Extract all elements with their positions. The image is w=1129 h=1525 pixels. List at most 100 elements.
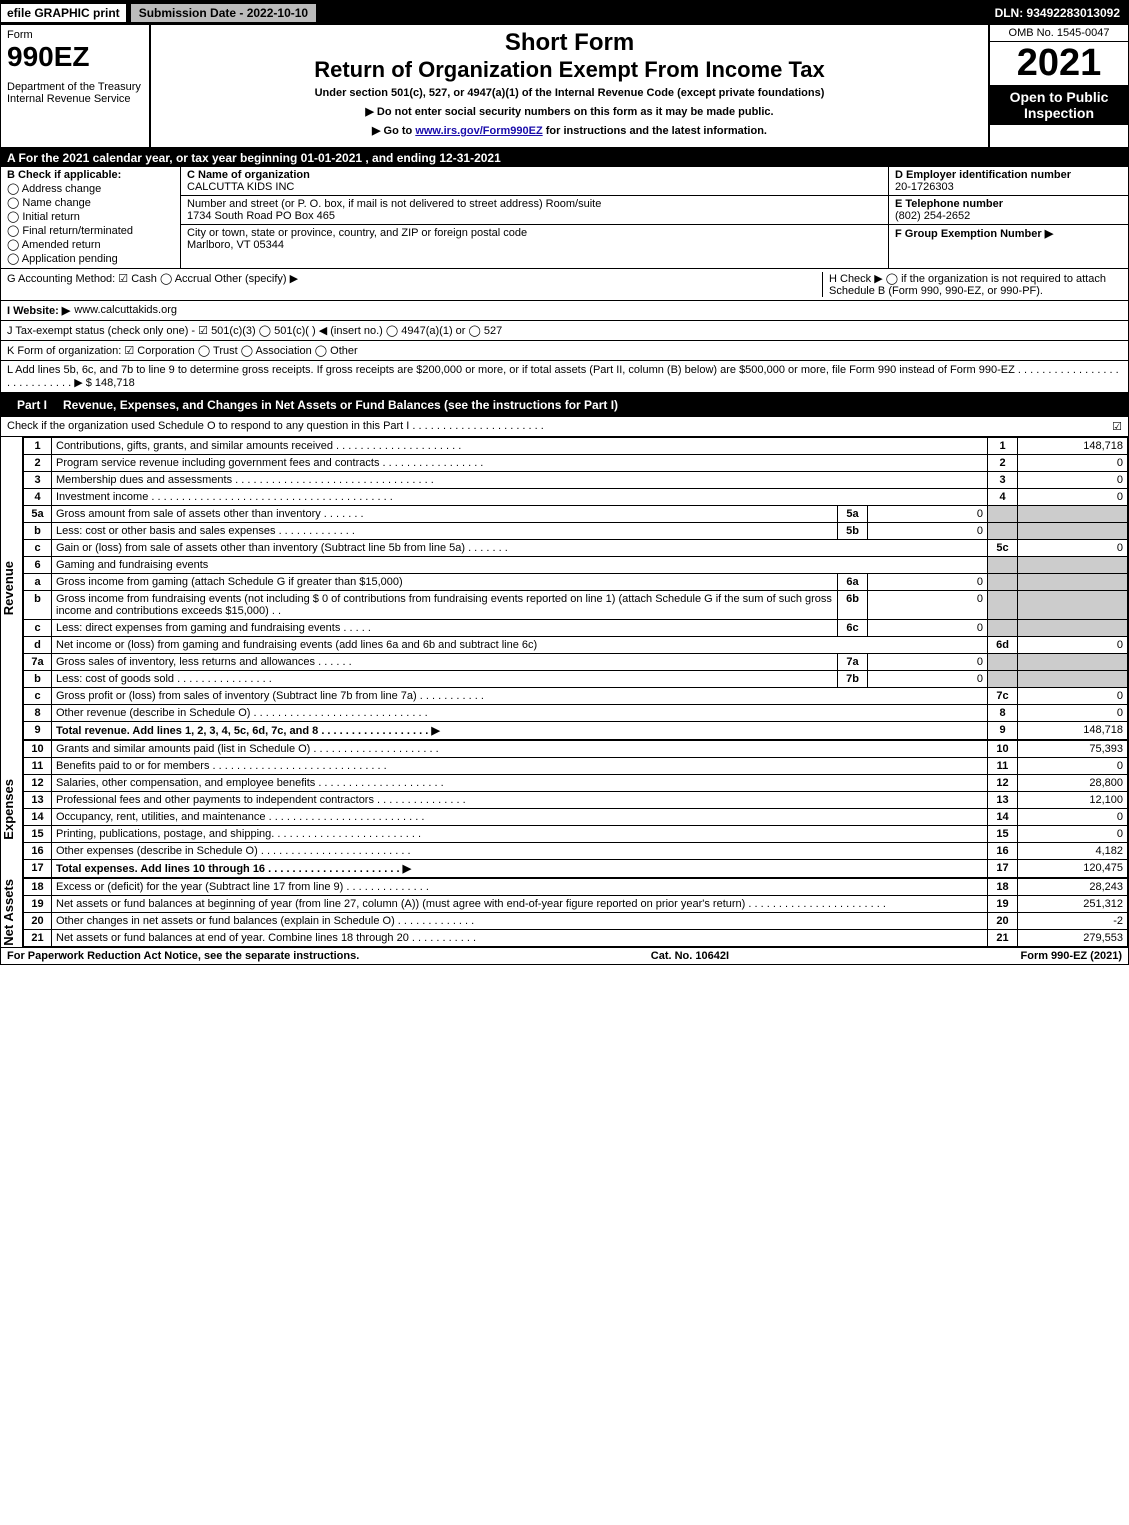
- ein: 20-1726303: [895, 181, 954, 193]
- row-a-calendar: A For the 2021 calendar year, or tax yea…: [1, 149, 1128, 167]
- line-2-desc: Program service revenue including govern…: [52, 455, 988, 472]
- tel-label: E Telephone number: [895, 198, 1003, 210]
- line-5c-val: 0: [1018, 540, 1128, 557]
- line-6c-desc: Less: direct expenses from gaming and fu…: [52, 620, 838, 637]
- chk-name-change[interactable]: ◯ Name change: [7, 196, 174, 209]
- ein-row: D Employer identification number 20-1726…: [889, 167, 1128, 196]
- line-16-desc: Other expenses (describe in Schedule O) …: [52, 843, 988, 860]
- line-5c-desc: Gain or (loss) from sale of assets other…: [52, 540, 988, 557]
- netassets-sidelabel: Net Assets: [1, 878, 23, 947]
- line-5b-val: 0: [868, 523, 988, 540]
- line-18-desc: Excess or (deficit) for the year (Subtra…: [52, 879, 988, 896]
- goto-post: for instructions and the latest informat…: [543, 125, 767, 137]
- street-label: Number and street (or P. O. box, if mail…: [187, 198, 601, 210]
- line-6d-desc: Net income or (loss) from gaming and fun…: [52, 637, 988, 654]
- goto-pre: ▶ Go to: [372, 125, 415, 137]
- part-1-header: Part I Revenue, Expenses, and Changes in…: [1, 393, 1128, 417]
- section-b-c-d: B Check if applicable: ◯ Address change …: [1, 167, 1128, 269]
- line-6b-desc: Gross income from fundraising events (no…: [52, 591, 838, 620]
- chk-address-change[interactable]: ◯ Address change: [7, 182, 174, 195]
- line-17-desc: Total expenses. Add lines 10 through 16 …: [52, 860, 988, 878]
- line-5a-val: 0: [868, 506, 988, 523]
- expenses-section: Expenses 10Grants and similar amounts pa…: [1, 740, 1128, 878]
- form-header: Form 990EZ Department of the Treasury In…: [1, 25, 1128, 149]
- line-6b-val: 0: [868, 591, 988, 620]
- row-g-h: G Accounting Method: ☑ Cash ◯ Accrual Ot…: [1, 269, 1128, 301]
- line-10-val: 75,393: [1018, 741, 1128, 758]
- telephone-row: E Telephone number (802) 254-2652: [889, 196, 1128, 225]
- line-15-desc: Printing, publications, postage, and shi…: [52, 826, 988, 843]
- line-15-val: 0: [1018, 826, 1128, 843]
- row-j: J Tax-exempt status (check only one) - ☑…: [1, 321, 1128, 341]
- form-page: efile GRAPHIC print Submission Date - 20…: [0, 0, 1129, 965]
- revenue-section: Revenue 1Contributions, gifts, grants, a…: [1, 437, 1128, 740]
- line-9-val: 148,718: [1018, 722, 1128, 740]
- ein-label: D Employer identification number: [895, 169, 1071, 181]
- city: Marlboro, VT 05344: [187, 239, 284, 251]
- page-footer: For Paperwork Reduction Act Notice, see …: [1, 947, 1128, 964]
- line-12-val: 28,800: [1018, 775, 1128, 792]
- telephone: (802) 254-2652: [895, 210, 970, 222]
- footer-left: For Paperwork Reduction Act Notice, see …: [7, 950, 359, 962]
- department: Department of the Treasury Internal Reve…: [7, 81, 143, 105]
- line-11-desc: Benefits paid to or for members . . . . …: [52, 758, 988, 775]
- line-1-val: 148,718: [1018, 438, 1128, 455]
- omb-number: OMB No. 1545-0047: [990, 25, 1128, 42]
- topbar: efile GRAPHIC print Submission Date - 20…: [1, 1, 1128, 25]
- check-o-text: Check if the organization used Schedule …: [7, 420, 544, 433]
- check-o-mark: ☑: [1112, 420, 1122, 433]
- box-d-e-f: D Employer identification number 20-1726…: [888, 167, 1128, 268]
- line-3-val: 0: [1018, 472, 1128, 489]
- box-b: B Check if applicable: ◯ Address change …: [1, 167, 181, 268]
- line-7c-val: 0: [1018, 688, 1128, 705]
- org-name: CALCUTTA KIDS INC: [187, 181, 294, 193]
- netassets-table: 18Excess or (deficit) for the year (Subt…: [23, 878, 1128, 947]
- org-name-row: C Name of organization CALCUTTA KIDS INC: [181, 167, 888, 196]
- netassets-section: Net Assets 18Excess or (deficit) for the…: [1, 878, 1128, 947]
- line-4-val: 0: [1018, 489, 1128, 506]
- line-6a-val: 0: [868, 574, 988, 591]
- part-1-check-o: Check if the organization used Schedule …: [1, 417, 1128, 437]
- line-17-val: 120,475: [1018, 860, 1128, 878]
- box-c: C Name of organization CALCUTTA KIDS INC…: [181, 167, 888, 268]
- chk-initial-return[interactable]: ◯ Initial return: [7, 210, 174, 223]
- row-l: L Add lines 5b, 6c, and 7b to line 9 to …: [1, 361, 1128, 393]
- line-6-desc: Gaming and fundraising events: [52, 557, 988, 574]
- line-14-desc: Occupancy, rent, utilities, and maintena…: [52, 809, 988, 826]
- line-9-desc: Total revenue. Add lines 1, 2, 3, 4, 5c,…: [52, 722, 988, 740]
- line-8-val: 0: [1018, 705, 1128, 722]
- street-row: Number and street (or P. O. box, if mail…: [181, 196, 888, 225]
- line-21-val: 279,553: [1018, 930, 1128, 947]
- line-7b-val: 0: [868, 671, 988, 688]
- line-4-desc: Investment income . . . . . . . . . . . …: [52, 489, 988, 506]
- city-label: City or town, state or province, country…: [187, 227, 527, 239]
- under-section: Under section 501(c), 527, or 4947(a)(1)…: [159, 87, 980, 99]
- chk-amended-return[interactable]: ◯ Amended return: [7, 238, 174, 251]
- line-20-desc: Other changes in net assets or fund bala…: [52, 913, 988, 930]
- line-16-val: 4,182: [1018, 843, 1128, 860]
- line-5b-desc: Less: cost or other basis and sales expe…: [52, 523, 838, 540]
- row-i: I Website: ▶ www.calcuttakids.org: [1, 301, 1128, 321]
- header-center: Short Form Return of Organization Exempt…: [151, 25, 988, 147]
- line-5a-desc: Gross amount from sale of assets other t…: [52, 506, 838, 523]
- footer-right: Form 990-EZ (2021): [1021, 950, 1122, 962]
- line-6c-val: 0: [868, 620, 988, 637]
- chk-final-return[interactable]: ◯ Final return/terminated: [7, 224, 174, 237]
- line-7a-desc: Gross sales of inventory, less returns a…: [52, 654, 838, 671]
- street: 1734 South Road PO Box 465: [187, 210, 335, 222]
- chk-application-pending[interactable]: ◯ Application pending: [7, 252, 174, 265]
- goto-link-line: ▶ Go to www.irs.gov/Form990EZ for instru…: [159, 124, 980, 137]
- expenses-sidelabel: Expenses: [1, 740, 23, 878]
- form-word: Form: [7, 29, 143, 41]
- line-6a-desc: Gross income from gaming (attach Schedul…: [52, 574, 838, 591]
- line-14-val: 0: [1018, 809, 1128, 826]
- website-link[interactable]: www.calcuttakids.org: [74, 304, 177, 317]
- line-8-desc: Other revenue (describe in Schedule O) .…: [52, 705, 988, 722]
- group-label: F Group Exemption Number ▶: [895, 228, 1053, 240]
- header-left: Form 990EZ Department of the Treasury In…: [1, 25, 151, 147]
- line-7a-val: 0: [868, 654, 988, 671]
- irs-link[interactable]: www.irs.gov/Form990EZ: [415, 125, 542, 137]
- website-label: I Website: ▶: [7, 304, 70, 317]
- line-6d-val: 0: [1018, 637, 1128, 654]
- line-13-desc: Professional fees and other payments to …: [52, 792, 988, 809]
